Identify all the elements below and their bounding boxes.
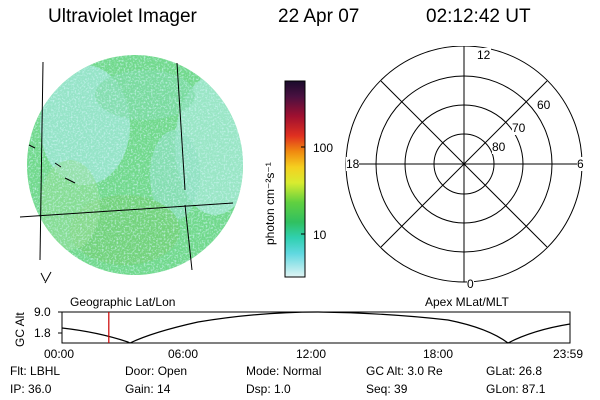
time-tick-1800: 18:00 [423, 347, 454, 361]
time-tick-0000: 00:00 [44, 347, 75, 361]
polar-plot [345, 46, 583, 283]
colorbar-tick-100: 100 [313, 141, 334, 155]
info-gcalt-label: GC Alt: [366, 364, 405, 378]
timeline-ytick-bottom: 1.8 [34, 326, 51, 340]
info-glat: GLat: 26.8 [486, 364, 542, 378]
info-ip: IP: 36.0 [10, 382, 51, 396]
mlt-label-12: 12 [476, 48, 492, 62]
timeline-ytick-top: 9.0 [34, 305, 51, 319]
time-label: 02:12:42 UT [426, 6, 531, 27]
lat-label-60: 60 [537, 98, 551, 112]
timeline-ylabel: GC Alt [13, 312, 27, 347]
info-gain-label: Gain: [125, 382, 154, 396]
info-glon-label: GLon: [486, 382, 519, 396]
info-door: Door: Open [125, 364, 187, 378]
timeline-right-title: Apex MLat/MLT [425, 295, 509, 309]
lat-label-70: 70 [512, 121, 526, 135]
altitude-curve [61, 311, 571, 344]
graticule-lines [19, 61, 234, 284]
auroral-image [19, 55, 243, 284]
info-glat-label: GLat: [486, 364, 516, 378]
info-dsp-label: Dsp: [246, 382, 271, 396]
info-dsp: Dsp: 1.0 [246, 382, 291, 396]
info-glat-value: 26.8 [518, 364, 543, 378]
mlt-label-0: 0 [467, 277, 474, 291]
timeline-frame [61, 311, 571, 344]
instrument-title: Ultraviolet Imager [48, 6, 197, 27]
info-door-label: Door: [125, 364, 155, 378]
time-tick-2359: 23:59 [553, 347, 584, 361]
info-door-value: Open [157, 364, 188, 378]
time-tick-1200: 12:00 [296, 347, 327, 361]
mlt-label-6: 6 [577, 157, 584, 171]
info-gain: Gain: 14 [125, 382, 170, 396]
info-seq: Seq: 39 [366, 382, 407, 396]
info-gcalt: GC Alt: 3.0 Re [366, 364, 443, 378]
info-mode-value: Normal [282, 364, 322, 378]
mlt-label-18: 18 [346, 157, 360, 171]
lat-label-80: 80 [492, 140, 506, 154]
timeline-plot [58, 311, 571, 344]
colorbar [284, 80, 306, 278]
date-label: 22 Apr 07 [278, 6, 360, 27]
info-flt: Flt: LBHL [10, 364, 60, 378]
info-mode-label: Mode: [246, 364, 280, 378]
info-glon-value: 87.1 [522, 382, 546, 396]
timeline-left-title: Geographic Lat/Lon [70, 295, 176, 309]
info-dsp-value: 1.0 [274, 382, 291, 396]
colorbar-unit-label: photon cm⁻²s⁻¹ [263, 162, 277, 245]
info-seq-value: 39 [394, 382, 408, 396]
info-flt-value: LBHL [30, 364, 61, 378]
info-gcalt-value: 3.0 Re [407, 364, 443, 378]
info-gain-value: 14 [157, 382, 171, 396]
info-seq-label: Seq: [366, 382, 391, 396]
info-flt-label: Flt: [10, 364, 27, 378]
info-mode: Mode: Normal [246, 364, 321, 378]
info-glon: GLon: 87.1 [486, 382, 545, 396]
info-ip-value: 36.0 [28, 382, 52, 396]
colorbar-tick-10: 10 [313, 228, 327, 242]
time-tick-0600: 06:00 [168, 347, 199, 361]
info-ip-label: IP: [10, 382, 25, 396]
